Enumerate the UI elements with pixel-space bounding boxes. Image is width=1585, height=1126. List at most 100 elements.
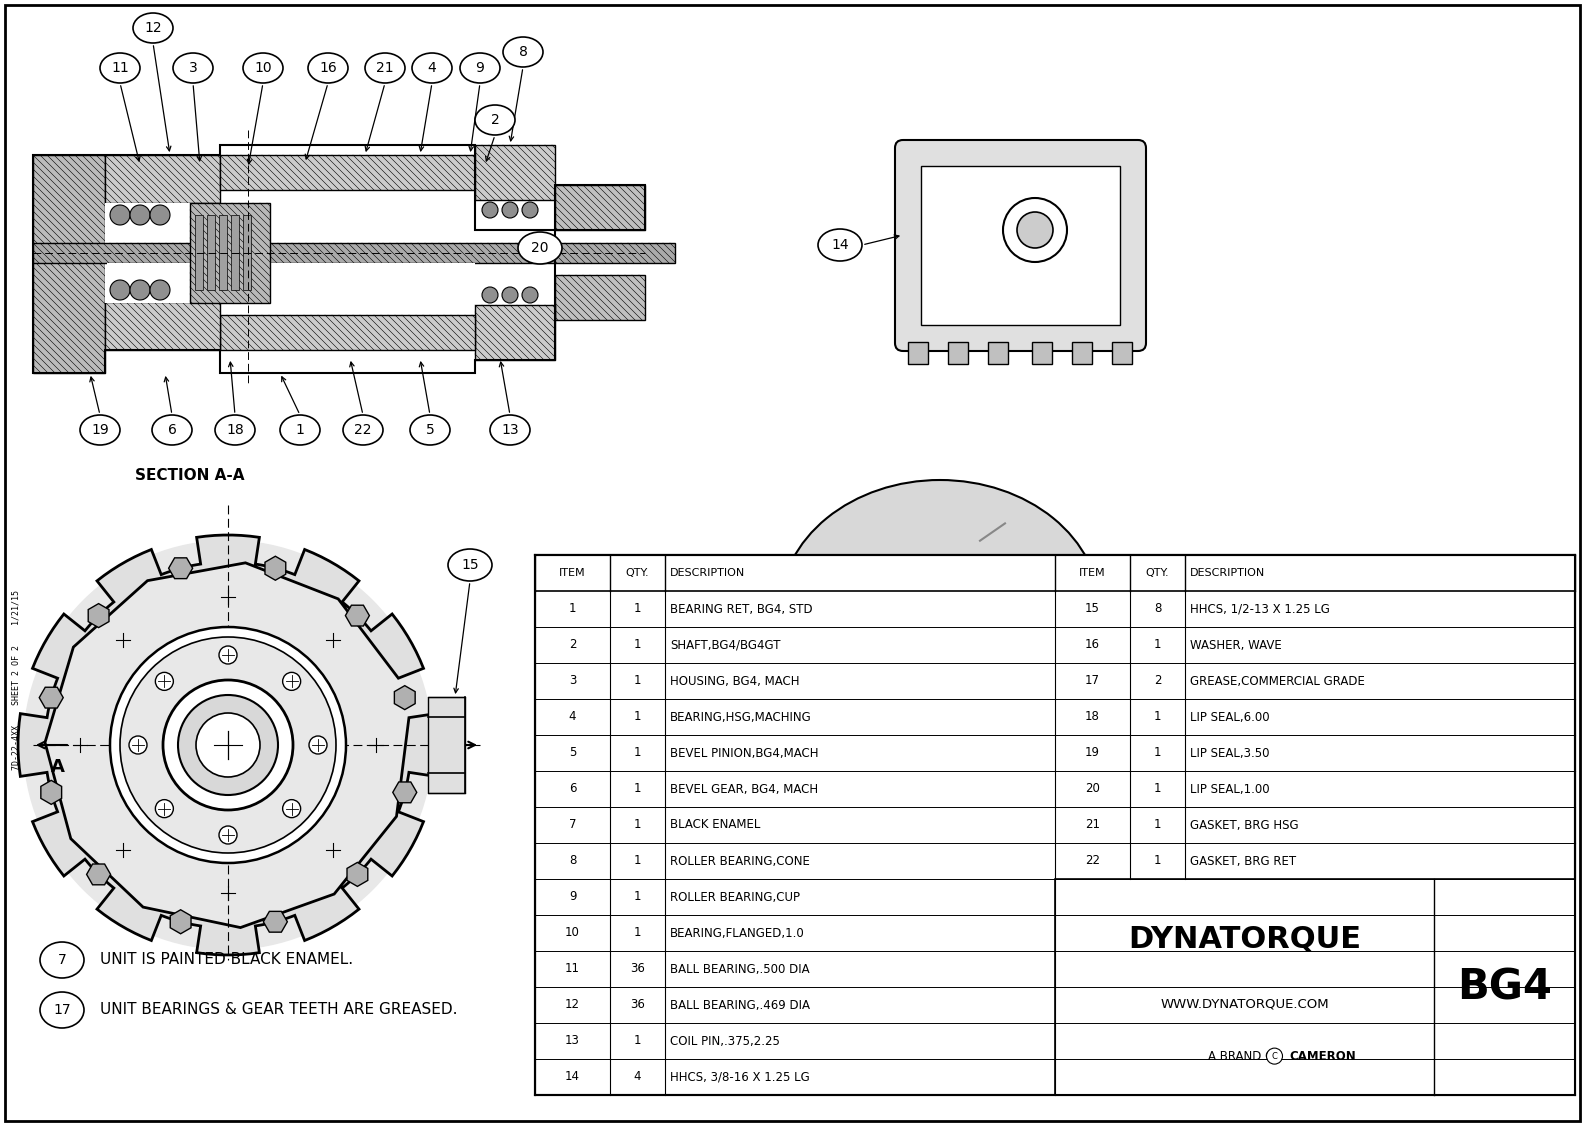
- Polygon shape: [265, 556, 285, 580]
- Circle shape: [24, 540, 433, 950]
- Ellipse shape: [281, 415, 320, 445]
- Bar: [1056, 879, 1575, 1094]
- Ellipse shape: [490, 415, 529, 445]
- Ellipse shape: [460, 53, 499, 83]
- Text: 7: 7: [57, 953, 67, 967]
- Text: 14: 14: [831, 238, 850, 252]
- Bar: [948, 342, 968, 364]
- Text: 3: 3: [189, 61, 198, 75]
- Circle shape: [521, 202, 537, 218]
- Text: 13: 13: [566, 1035, 580, 1047]
- Bar: [108, 204, 476, 242]
- Text: GREASE,COMMERCIAL GRADE: GREASE,COMMERCIAL GRADE: [1190, 674, 1365, 688]
- Text: 9: 9: [476, 61, 485, 75]
- Circle shape: [482, 202, 498, 218]
- Bar: [208, 215, 216, 291]
- Text: 12: 12: [144, 21, 162, 35]
- Circle shape: [120, 637, 336, 854]
- Text: 17: 17: [1086, 674, 1100, 688]
- Polygon shape: [346, 605, 369, 626]
- Text: 1: 1: [1154, 711, 1162, 724]
- Bar: [536, 555, 1575, 591]
- Text: 20: 20: [1086, 783, 1100, 795]
- Ellipse shape: [365, 53, 406, 83]
- Text: 1: 1: [634, 783, 642, 795]
- Text: SECTION A-A: SECTION A-A: [135, 467, 244, 483]
- Polygon shape: [347, 863, 368, 886]
- Text: C: C: [1271, 1052, 1278, 1061]
- Circle shape: [815, 595, 945, 725]
- Text: 5: 5: [569, 747, 577, 760]
- Text: 7: 7: [569, 819, 577, 831]
- Ellipse shape: [173, 53, 212, 83]
- Circle shape: [502, 287, 518, 303]
- Bar: [108, 263, 476, 301]
- Bar: [476, 145, 555, 200]
- Text: 1: 1: [634, 602, 642, 616]
- Text: 9: 9: [569, 891, 577, 903]
- Text: 18: 18: [227, 423, 244, 437]
- Circle shape: [155, 799, 173, 817]
- Ellipse shape: [307, 53, 349, 83]
- Ellipse shape: [780, 480, 1100, 740]
- Text: 13: 13: [501, 423, 518, 437]
- Text: 4: 4: [634, 1071, 642, 1083]
- Text: LIP SEAL,3.50: LIP SEAL,3.50: [1190, 747, 1270, 760]
- Text: BALL BEARING,.469 DIA: BALL BEARING,.469 DIA: [670, 999, 810, 1011]
- Text: BEVEL PINION,BG4,MACH: BEVEL PINION,BG4,MACH: [670, 747, 818, 760]
- Text: 2: 2: [491, 113, 499, 127]
- Circle shape: [109, 205, 130, 225]
- Bar: [105, 155, 220, 203]
- Text: A: A: [452, 758, 464, 776]
- Circle shape: [163, 680, 293, 810]
- Text: 15: 15: [1086, 602, 1100, 616]
- Ellipse shape: [133, 14, 173, 43]
- Text: 1: 1: [634, 638, 642, 652]
- Polygon shape: [17, 535, 437, 955]
- Circle shape: [521, 287, 537, 303]
- Bar: [1032, 342, 1052, 364]
- Ellipse shape: [40, 942, 84, 978]
- Text: HOUSING, BG4, MACH: HOUSING, BG4, MACH: [670, 674, 799, 688]
- Ellipse shape: [818, 229, 862, 261]
- Circle shape: [309, 736, 327, 754]
- Polygon shape: [41, 780, 62, 804]
- Bar: [987, 342, 1008, 364]
- Circle shape: [109, 627, 346, 863]
- Text: 36: 36: [631, 963, 645, 975]
- Text: 1: 1: [295, 423, 304, 437]
- FancyArrow shape: [1038, 601, 1132, 634]
- Text: WASHER, WAVE: WASHER, WAVE: [1190, 638, 1282, 652]
- Text: 15: 15: [461, 558, 479, 572]
- Circle shape: [785, 565, 975, 756]
- Text: 1: 1: [634, 1035, 642, 1047]
- Text: 1: 1: [634, 711, 642, 724]
- Circle shape: [502, 202, 518, 218]
- Text: 1: 1: [1154, 855, 1162, 867]
- Circle shape: [130, 205, 151, 225]
- Text: DESCRIPTION: DESCRIPTION: [1190, 568, 1265, 578]
- Text: 8: 8: [518, 45, 528, 59]
- Bar: [219, 215, 227, 291]
- Polygon shape: [168, 557, 193, 579]
- Circle shape: [282, 799, 301, 817]
- Text: 4: 4: [428, 61, 436, 75]
- Text: 1: 1: [1154, 783, 1162, 795]
- Text: BG4: BG4: [1457, 966, 1552, 1008]
- Text: DESCRIPTION: DESCRIPTION: [670, 568, 745, 578]
- Text: 21: 21: [1086, 819, 1100, 831]
- Bar: [220, 155, 476, 190]
- Text: 1: 1: [634, 855, 642, 867]
- Circle shape: [128, 736, 147, 754]
- Text: 1: 1: [1154, 819, 1162, 831]
- Ellipse shape: [40, 992, 84, 1028]
- Text: QTY.: QTY.: [1146, 568, 1170, 578]
- Circle shape: [178, 695, 277, 795]
- Bar: [908, 342, 927, 364]
- Text: 19: 19: [90, 423, 109, 437]
- Text: 20: 20: [531, 241, 548, 254]
- Text: 1: 1: [1154, 638, 1162, 652]
- Text: DYNATORQUE: DYNATORQUE: [1129, 924, 1362, 954]
- Circle shape: [1266, 1048, 1282, 1064]
- Circle shape: [197, 713, 260, 777]
